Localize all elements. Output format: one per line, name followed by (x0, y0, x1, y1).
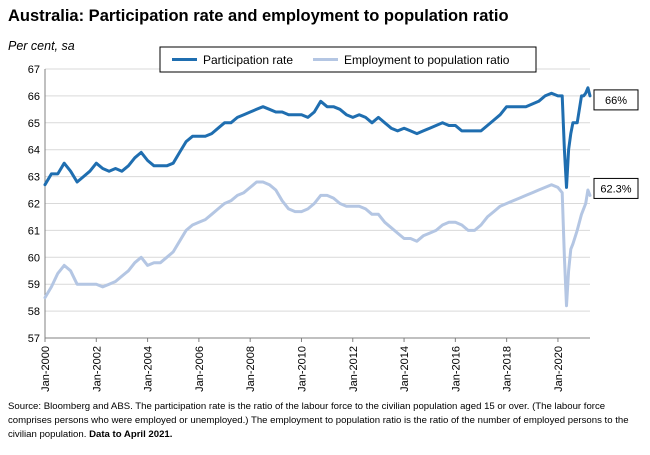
y-tick-label: 67 (28, 64, 40, 76)
y-tick-label: 60 (28, 252, 40, 264)
x-tick-label: Jan-2018 (502, 346, 514, 392)
x-tick-label: Jan-2004 (143, 346, 155, 392)
y-tick-label: 65 (28, 118, 40, 130)
x-tick-label: Jan-2012 (348, 346, 360, 392)
y-tick-label: 57 (28, 333, 40, 345)
y-tick-label: 59 (28, 279, 40, 291)
chart-title: Australia: Participation rate and employ… (8, 7, 509, 25)
x-tick-label: Jan-2010 (296, 346, 308, 392)
series-lines (43, 86, 592, 308)
source-text: Source: Bloomberg and ABS. The participa… (8, 401, 629, 440)
y-axis: 57 58 59 60 61 62 63 64 65 66 67 (28, 64, 46, 345)
x-tick-label: Jan-2020 (553, 346, 565, 392)
legend-label-employment: Employment to population ratio (344, 53, 510, 67)
y-tick-label: 58 (28, 306, 40, 318)
x-tick-label: Jan-2000 (40, 346, 52, 392)
series-line-participation (43, 86, 592, 189)
y-tick-label: 64 (28, 145, 40, 157)
x-tick-label: Jan-2014 (399, 346, 411, 392)
legend-label-participation: Participation rate (203, 53, 293, 67)
y-tick-label: 63 (28, 172, 40, 184)
y-tick-label: 66 (28, 91, 40, 103)
x-tick-label: Jan-2008 (245, 346, 257, 392)
legend-box (159, 46, 537, 73)
x-tick-label: Jan-2016 (450, 346, 462, 392)
y-tick-label: 61 (28, 225, 40, 237)
end-labels: 66% 62.3% (593, 89, 639, 199)
series-line-employment (43, 180, 592, 308)
end-label-participation: 66% (605, 95, 627, 107)
end-label-box (593, 177, 639, 199)
end-label-employment: 62.3% (600, 183, 631, 195)
x-tick-label: Jan-2002 (91, 346, 103, 392)
end-label-box (593, 89, 639, 111)
legend: Participation rate Employment to populat… (159, 46, 537, 73)
y-tick-label: 62 (28, 199, 40, 211)
source-note: Source: Bloomberg and ABS. The participa… (8, 400, 644, 442)
x-tick-label: Jan-2006 (194, 346, 206, 392)
x-axis: Jan-2000 Jan-2002 Jan-2004 Jan-2006 Jan-2008… (40, 337, 590, 392)
data-cutoff-note: Data to April 2021. (89, 429, 173, 440)
y-unit-label: Per cent, sa (8, 39, 75, 53)
